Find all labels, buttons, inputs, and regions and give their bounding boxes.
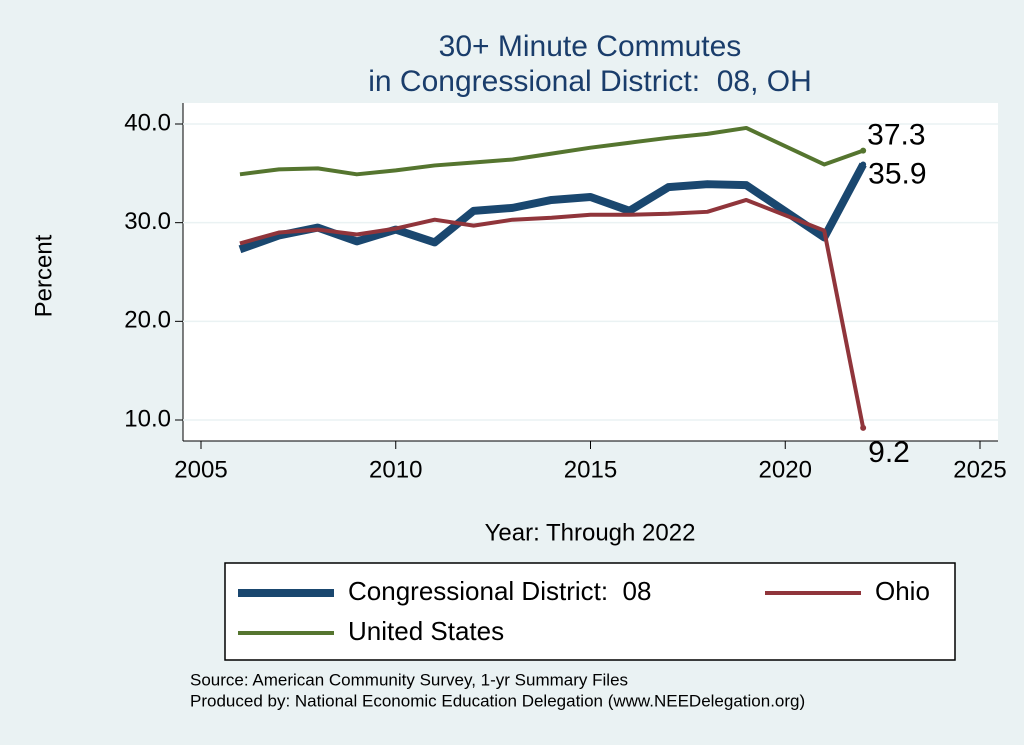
data-label: 9.2 bbox=[868, 436, 910, 469]
x-axis-label: Year: Through 2022 bbox=[485, 519, 696, 546]
y-tick-label: 20.0 bbox=[124, 307, 171, 334]
series-line bbox=[239, 125, 864, 177]
chart-title: in Congressional District: 08, OH bbox=[368, 65, 812, 98]
footnote: Produced by: National Economic Education… bbox=[190, 691, 805, 710]
y-tick-label: 40.0 bbox=[124, 109, 171, 136]
data-label: 37.3 bbox=[867, 119, 925, 152]
x-tick-label: 2010 bbox=[369, 456, 422, 483]
footnote: Source: American Community Survey, 1-yr … bbox=[190, 670, 628, 689]
chart-title: 30+ Minute Commutes bbox=[439, 30, 742, 63]
legend-label: Ohio bbox=[875, 576, 930, 606]
x-tick-label: 2015 bbox=[564, 456, 617, 483]
legend bbox=[224, 562, 956, 661]
x-tick-label: 2005 bbox=[174, 456, 227, 483]
end-point bbox=[860, 147, 867, 154]
series-line bbox=[238, 162, 867, 254]
x-tick-label: 2020 bbox=[759, 456, 812, 483]
y-tick-label: 30.0 bbox=[124, 208, 171, 235]
data-label: 35.9 bbox=[868, 157, 926, 190]
end-point bbox=[860, 161, 867, 168]
y-axis-label: Percent bbox=[30, 234, 57, 317]
x-tick-label: 2025 bbox=[953, 456, 1006, 483]
legend-label: Congressional District: 08 bbox=[348, 576, 651, 606]
y-tick-label: 10.0 bbox=[124, 405, 171, 432]
end-point bbox=[860, 424, 867, 431]
plot-area bbox=[183, 103, 998, 441]
legend-label: United States bbox=[348, 616, 504, 646]
series-line bbox=[239, 197, 866, 429]
